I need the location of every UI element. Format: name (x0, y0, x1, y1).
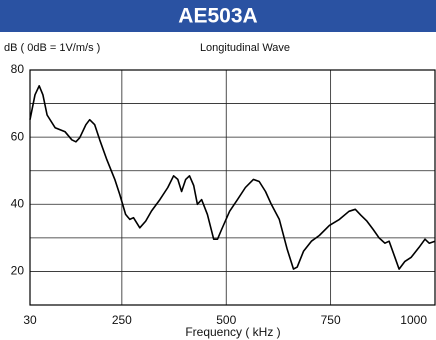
y-axis-label: dB ( 0dB = 1V/m/s ) (4, 42, 100, 54)
x-tick-label: 30 (23, 313, 37, 327)
chart-subtitle: Longitudinal Wave (200, 42, 290, 54)
y-tick-label: 60 (11, 129, 25, 143)
x-tick-label: 1000 (400, 313, 427, 327)
plot-frame (29, 69, 436, 306)
y-tick-label: 20 (11, 264, 25, 278)
x-tick-label: 750 (321, 313, 341, 327)
y-tick-label: 40 (11, 196, 25, 210)
x-tick-label: 500 (216, 313, 236, 327)
title-bar (0, 0, 436, 32)
y-tick-label: 80 (11, 62, 25, 76)
chart-title: AE503A (178, 5, 257, 28)
data-line (29, 85, 436, 270)
x-tick-label: 250 (112, 313, 132, 327)
x-axis-label: Frequency ( kHz ) (185, 325, 280, 339)
